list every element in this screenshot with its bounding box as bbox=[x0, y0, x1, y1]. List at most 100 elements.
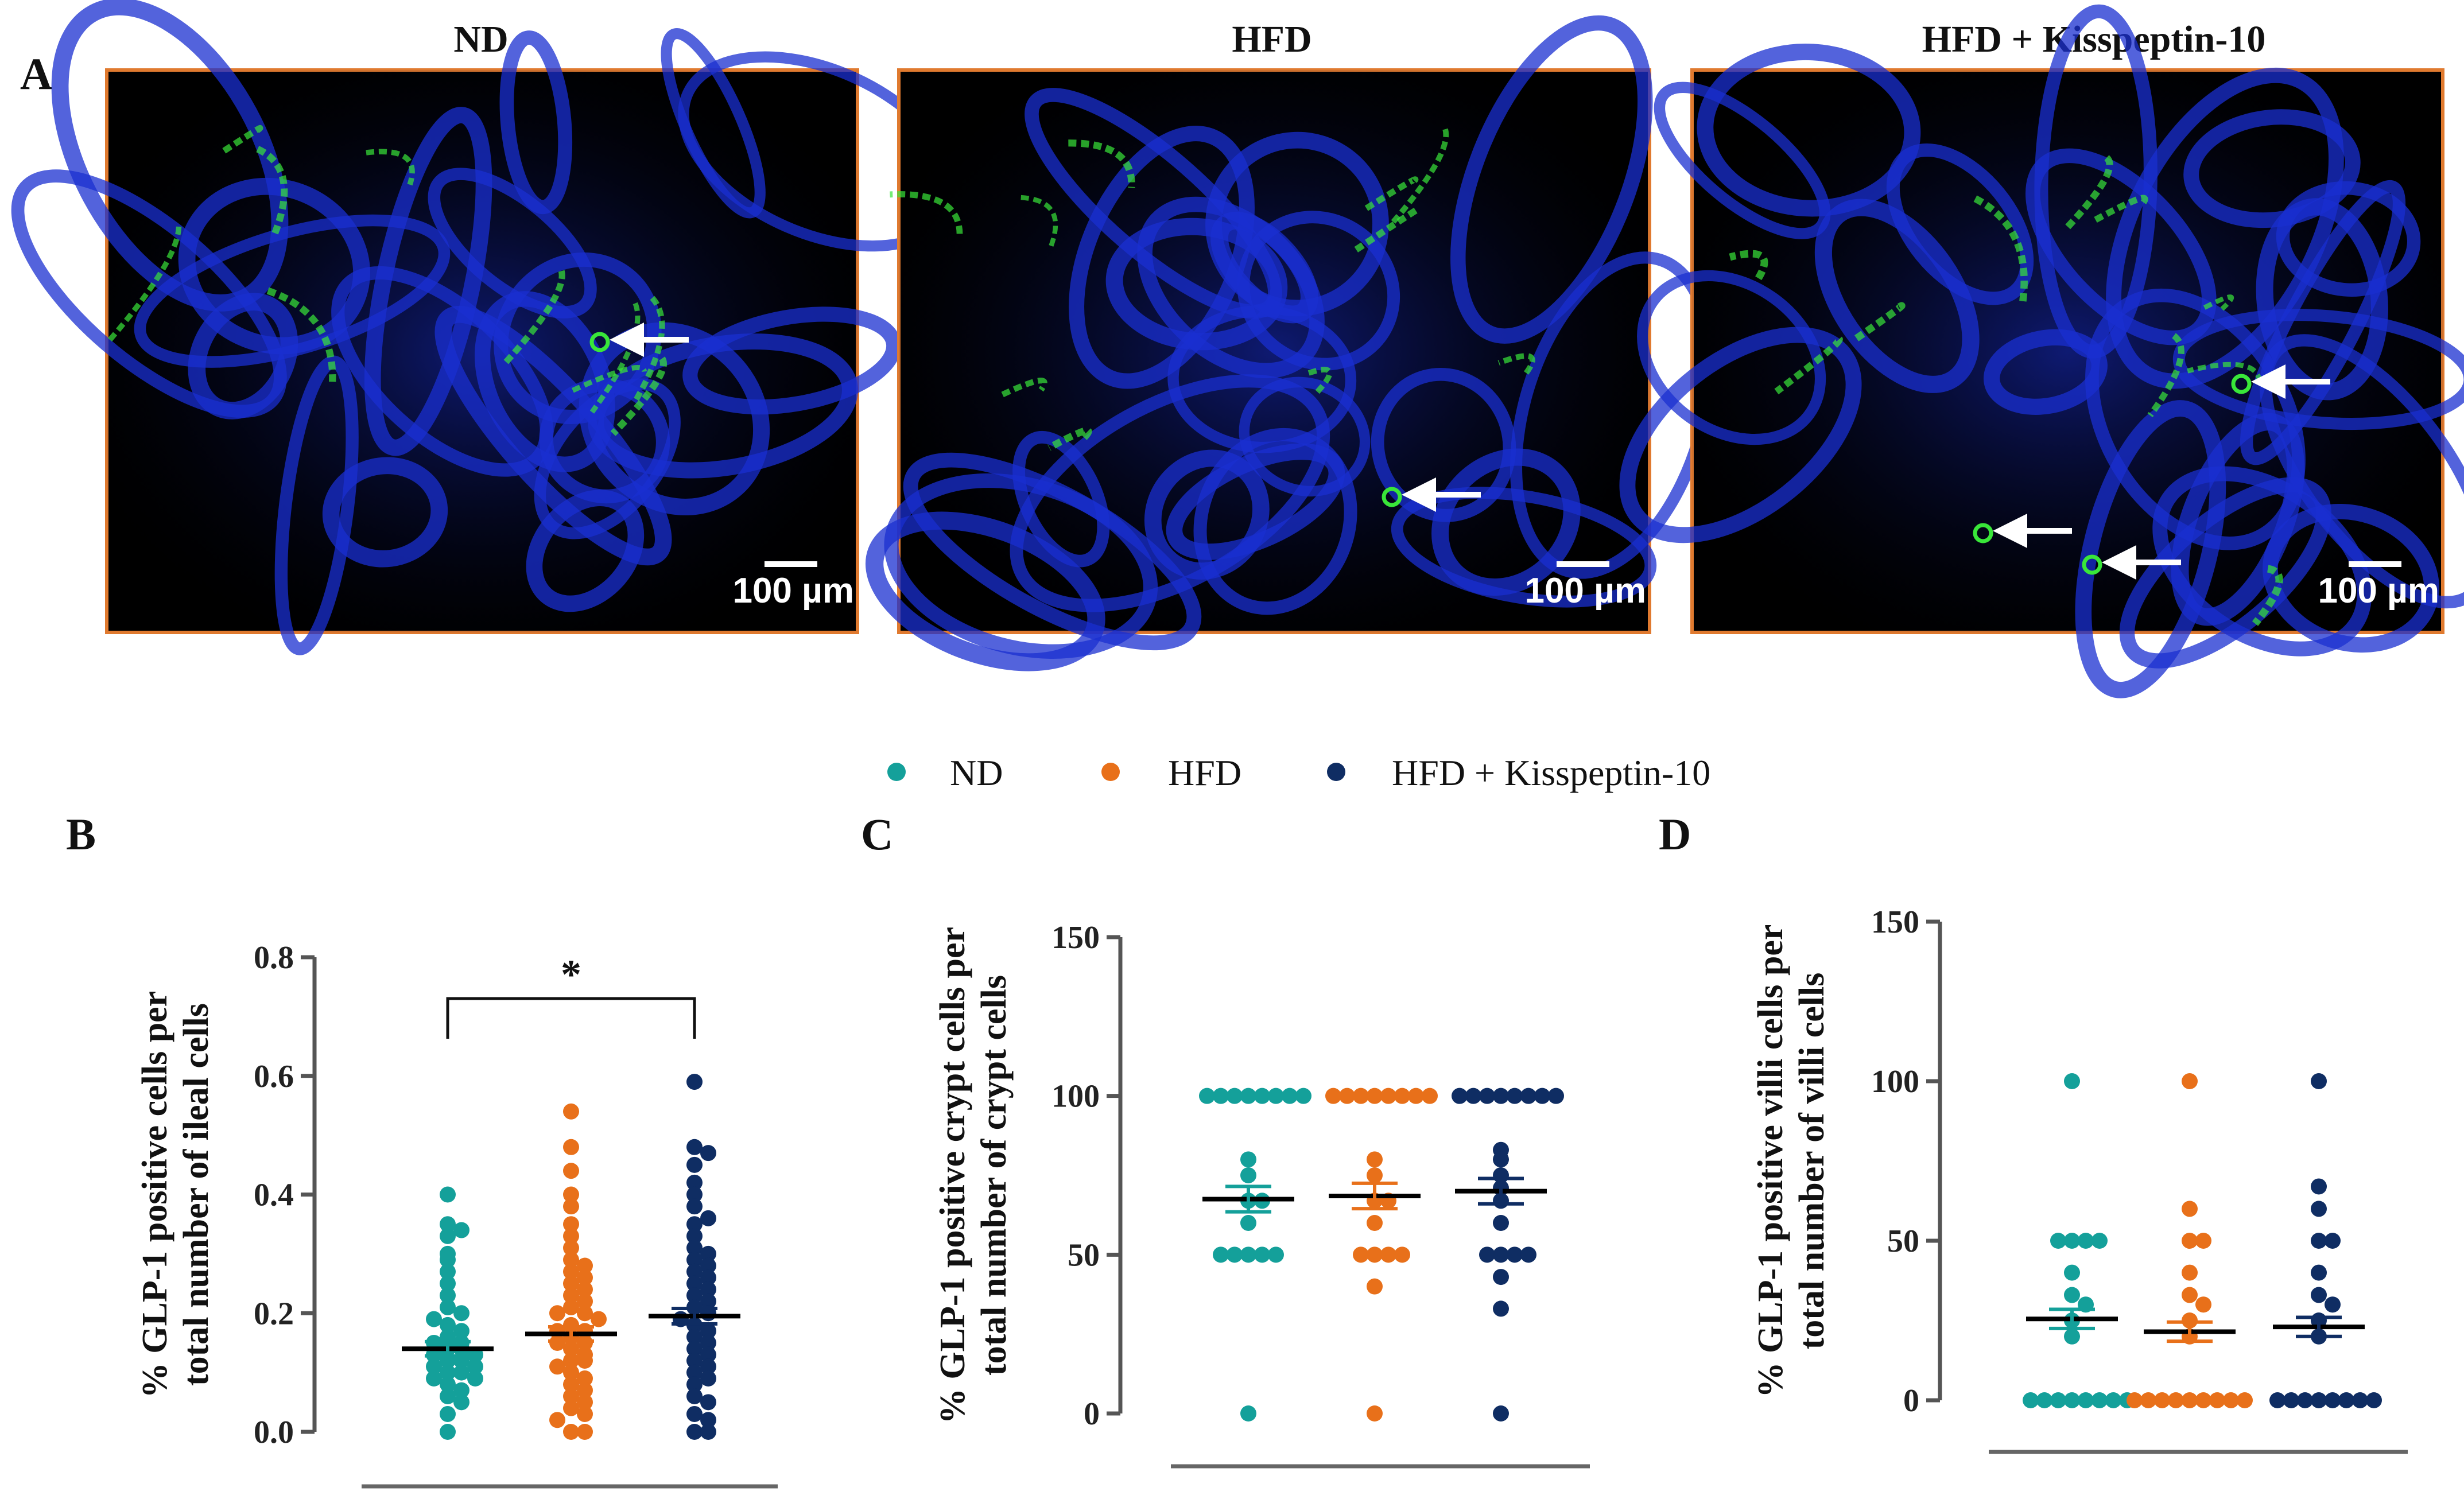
data-point bbox=[577, 1370, 593, 1387]
data-point bbox=[1520, 1246, 1536, 1263]
data-point bbox=[1282, 1088, 1298, 1104]
data-point bbox=[563, 1186, 579, 1203]
data-point bbox=[591, 1311, 607, 1327]
y-tick-label: 0.8 bbox=[254, 940, 294, 976]
data-point bbox=[686, 1364, 703, 1381]
data-point bbox=[2140, 1392, 2156, 1408]
data-point bbox=[426, 1358, 442, 1375]
y-axis-label: % GLP-1 positive crypt cells per bbox=[933, 927, 972, 1424]
data-point bbox=[2311, 1201, 2327, 1217]
data-point bbox=[1268, 1246, 1284, 1263]
data-point bbox=[2223, 1392, 2239, 1408]
data-point bbox=[563, 1287, 579, 1304]
data-point bbox=[440, 1275, 456, 1292]
data-point bbox=[686, 1198, 703, 1215]
data-point bbox=[1240, 1088, 1256, 1104]
data-point bbox=[686, 1376, 703, 1393]
data-point bbox=[563, 1139, 579, 1155]
data-point bbox=[1493, 1269, 1509, 1285]
data-point bbox=[686, 1352, 703, 1369]
data-point bbox=[2050, 1233, 2066, 1249]
data-point bbox=[1339, 1088, 1355, 1104]
data-point bbox=[563, 1103, 579, 1120]
y-tick-label: 0.4 bbox=[254, 1178, 294, 1213]
data-point bbox=[563, 1316, 579, 1333]
data-point bbox=[2078, 1233, 2094, 1249]
data-point bbox=[2195, 1233, 2211, 1249]
y-tick-label: 0.2 bbox=[254, 1296, 294, 1331]
data-point bbox=[1353, 1246, 1369, 1263]
panel-letter-c: C bbox=[861, 809, 893, 859]
data-point bbox=[2064, 1392, 2080, 1408]
data-point bbox=[686, 1275, 703, 1292]
data-point bbox=[467, 1358, 483, 1375]
micrograph-hfd: HFD 100 µm bbox=[865, 15, 1717, 671]
data-point bbox=[2064, 1073, 2080, 1089]
data-point bbox=[1493, 1215, 1509, 1231]
data-point bbox=[1367, 1167, 1383, 1183]
image-title-hfd: HFD bbox=[1232, 18, 1311, 60]
data-point bbox=[1199, 1088, 1215, 1104]
data-point bbox=[686, 1252, 703, 1268]
data-point bbox=[426, 1370, 442, 1387]
data-point bbox=[563, 1352, 579, 1369]
data-point bbox=[577, 1405, 593, 1422]
data-point bbox=[2366, 1392, 2382, 1408]
data-point bbox=[1507, 1088, 1523, 1104]
data-point bbox=[577, 1394, 593, 1411]
data-point bbox=[2127, 1392, 2143, 1408]
data-point bbox=[1380, 1088, 1396, 1104]
data-point bbox=[2338, 1392, 2354, 1408]
data-point bbox=[700, 1358, 716, 1375]
micrograph-hfd-kisspeptin: HFD + Kisspeptin-10 100 µm bbox=[1619, 4, 2464, 698]
data-point bbox=[563, 1216, 579, 1233]
data-point bbox=[700, 1293, 716, 1310]
data-point bbox=[1534, 1088, 1550, 1104]
data-point bbox=[440, 1376, 456, 1393]
data-point bbox=[1240, 1405, 1256, 1422]
y-axis-label: % GLP-1 positive villi cells per bbox=[1751, 925, 1790, 1398]
data-point bbox=[577, 1305, 593, 1322]
data-point bbox=[686, 1287, 703, 1304]
data-point bbox=[1367, 1405, 1383, 1422]
y-tick-label: 0.0 bbox=[254, 1415, 294, 1450]
data-point bbox=[700, 1269, 716, 1286]
data-point bbox=[2325, 1392, 2341, 1408]
data-point bbox=[453, 1364, 469, 1381]
data-point bbox=[700, 1257, 716, 1274]
y-tick-label: 100 bbox=[1871, 1064, 1919, 1100]
data-point bbox=[700, 1210, 716, 1226]
data-point bbox=[440, 1186, 456, 1203]
data-point bbox=[2269, 1392, 2285, 1408]
data-point bbox=[440, 1388, 456, 1404]
data-point bbox=[2325, 1296, 2341, 1313]
data-point bbox=[467, 1370, 483, 1387]
data-point bbox=[1493, 1300, 1509, 1317]
data-point bbox=[700, 1346, 716, 1363]
data-point bbox=[700, 1412, 716, 1428]
y-axis-label: total number of villi cells bbox=[1792, 973, 1831, 1350]
data-point bbox=[1325, 1088, 1341, 1104]
data-point bbox=[2064, 1328, 2080, 1345]
data-point bbox=[426, 1311, 442, 1327]
data-point bbox=[1367, 1088, 1383, 1104]
data-point bbox=[440, 1364, 456, 1381]
data-point bbox=[2325, 1233, 2341, 1249]
data-point bbox=[1367, 1215, 1383, 1231]
data-point bbox=[700, 1370, 716, 1387]
data-point bbox=[700, 1394, 716, 1411]
data-point bbox=[686, 1341, 703, 1357]
scale-bar bbox=[765, 561, 817, 567]
data-point bbox=[686, 1074, 703, 1090]
legend: ND HFD HFD + Kisspeptin-10 bbox=[887, 752, 1710, 793]
data-point bbox=[1394, 1088, 1410, 1104]
data-point bbox=[453, 1305, 469, 1322]
data-point bbox=[1367, 1278, 1383, 1295]
data-point bbox=[1507, 1246, 1523, 1263]
data-point bbox=[2023, 1392, 2039, 1408]
data-point bbox=[440, 1405, 456, 1422]
data-point bbox=[686, 1186, 703, 1203]
data-point bbox=[440, 1316, 456, 1333]
data-point bbox=[686, 1388, 703, 1404]
